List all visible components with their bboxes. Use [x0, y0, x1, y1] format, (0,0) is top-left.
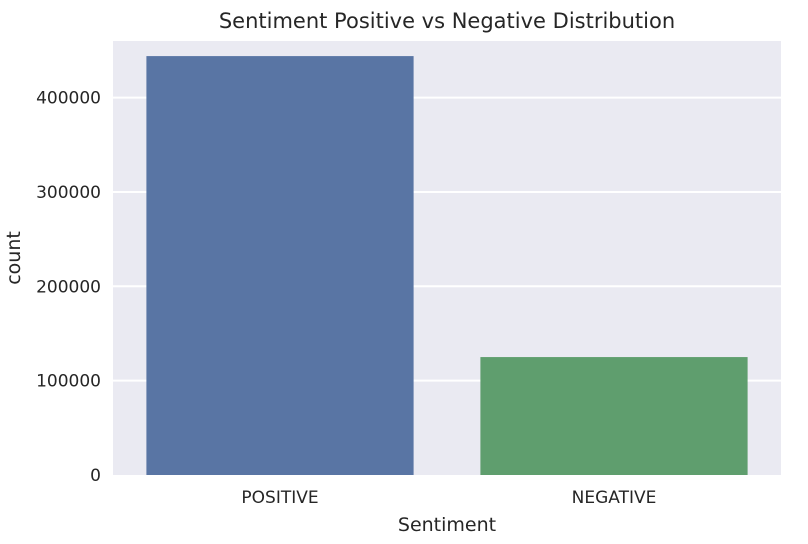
y-tick-label: 100000 — [36, 372, 101, 392]
y-tick-label: 400000 — [36, 89, 101, 109]
y-axis-ticks: 0 100000 200000 300000 400000 — [36, 89, 101, 486]
x-tick-label: NEGATIVE — [572, 488, 657, 508]
bar-negative — [480, 357, 748, 475]
y-tick-label: 0 — [90, 466, 101, 486]
y-tick-label: 300000 — [36, 183, 101, 203]
y-tick-label: 200000 — [36, 277, 101, 297]
bar-positive — [146, 56, 414, 476]
x-tick-label: POSITIVE — [241, 488, 318, 508]
x-axis-ticks: POSITIVE NEGATIVE — [241, 488, 656, 508]
y-axis-label: count — [3, 231, 25, 285]
chart-title: Sentiment Positive vs Negative Distribut… — [219, 9, 675, 33]
bars — [146, 56, 748, 476]
x-axis-label: Sentiment — [398, 514, 496, 536]
